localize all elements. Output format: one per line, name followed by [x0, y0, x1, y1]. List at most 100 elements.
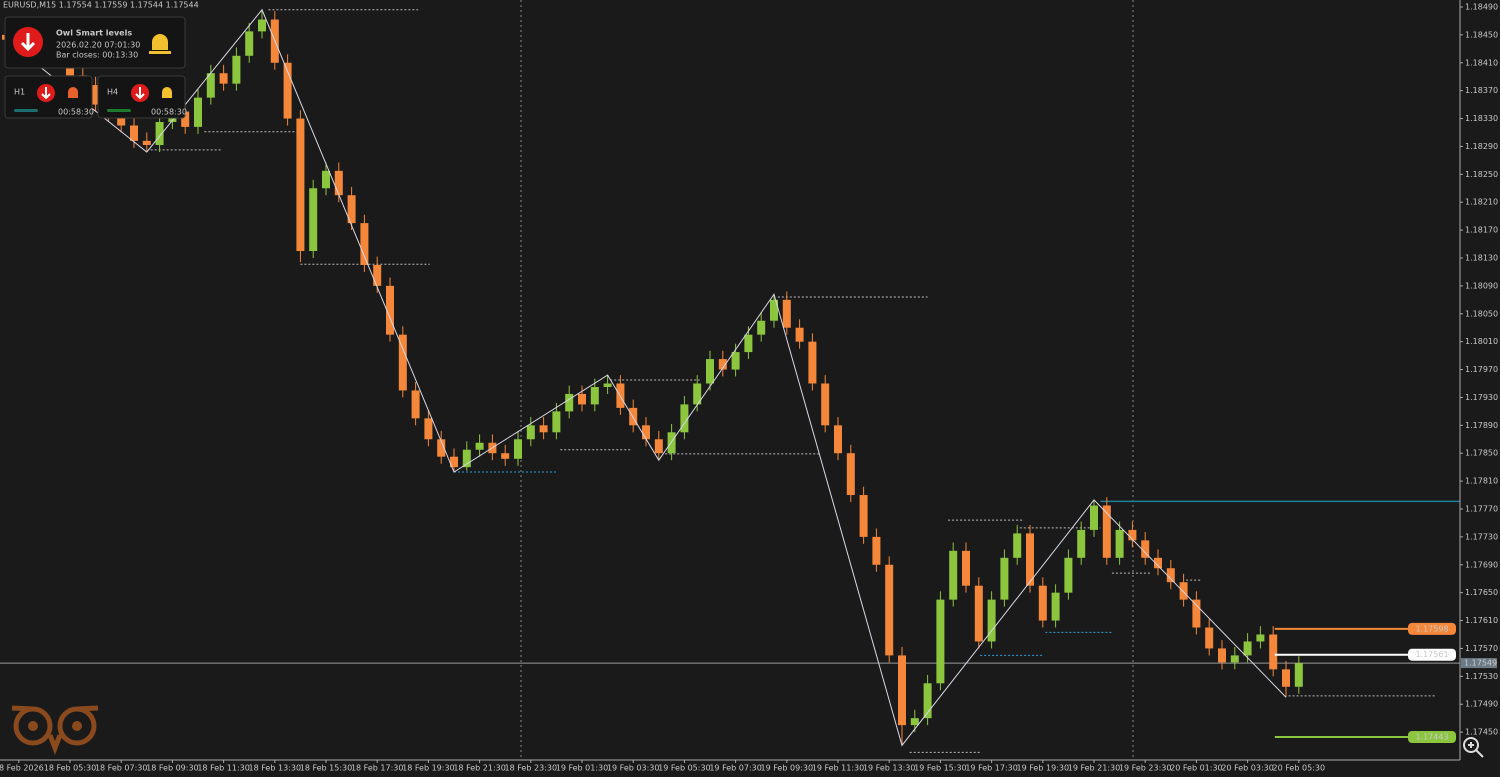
x-tick-label: 18 Feb 2026	[0, 764, 44, 773]
x-tick-label: 18 Feb 11:30	[197, 764, 249, 773]
candle-body	[283, 62, 292, 119]
candle-body	[565, 393, 574, 412]
owl-widget[interactable]: Owl Smart levels 2026.02.20 07:01:30 Bar…	[4, 16, 187, 119]
y-tick-label: 1.17930	[1465, 393, 1498, 402]
candle-body	[142, 140, 151, 146]
y-tick-label: 1.17770	[1465, 504, 1498, 513]
candle-body	[258, 19, 266, 32]
zoom-icon[interactable]	[1463, 737, 1484, 758]
y-tick-label: 1.18330	[1465, 114, 1498, 123]
candle-body	[629, 407, 638, 426]
x-tick-label: 18 Feb 13:30	[249, 764, 301, 773]
candle-body	[1141, 540, 1150, 558]
candle-body	[872, 536, 881, 565]
candle-body	[386, 285, 394, 335]
candle-body	[219, 73, 228, 84]
candle-body	[731, 352, 740, 370]
candle-body	[398, 334, 407, 391]
candle-body	[578, 393, 586, 405]
widget-bar-closes: Bar closes: 00:13:30	[56, 51, 138, 60]
candle-body	[718, 359, 727, 370]
candle-body	[1192, 599, 1201, 628]
candle-body	[1282, 669, 1290, 687]
candle-body	[1230, 655, 1239, 663]
y-tick-label: 1.17490	[1465, 700, 1498, 709]
candle-body	[552, 411, 561, 433]
x-tick-label: 19 Feb 17:30	[965, 764, 1017, 773]
candle-body	[155, 122, 164, 146]
progress-bar	[14, 109, 38, 112]
alert-bell[interactable]	[149, 34, 171, 54]
x-tick-label: 18 Feb 19:30	[402, 764, 454, 773]
candle-body	[706, 359, 714, 384]
candle-body	[322, 170, 330, 189]
candle-body	[1205, 627, 1214, 649]
x-tick-label: 19 Feb 13:30	[863, 764, 915, 773]
candle-body	[757, 320, 766, 335]
candle-body	[309, 188, 318, 252]
y-tick-label: 1.18290	[1465, 142, 1498, 151]
down-arrow	[20, 33, 36, 52]
candle-body	[642, 425, 650, 440]
x-tick-label: 19 Feb 15:30	[914, 764, 966, 773]
candle-body	[117, 114, 126, 126]
zigzag-line	[5, 8, 1287, 747]
y-tick-label: 1.18450	[1465, 30, 1498, 39]
candle-body	[1294, 663, 1303, 687]
y-tick-label: 1.18250	[1465, 170, 1498, 179]
candle-body	[194, 97, 202, 127]
candle-body	[693, 383, 702, 405]
alert-bell[interactable]	[162, 87, 172, 98]
candle-body	[539, 425, 548, 433]
candle-body	[782, 299, 791, 328]
candle-body	[936, 599, 945, 684]
y-tick-label: 1.17730	[1465, 532, 1498, 541]
candle-body	[821, 383, 830, 426]
y-tick-label: 1.17530	[1465, 672, 1498, 681]
candle-body	[1128, 529, 1137, 541]
price-tag-box	[1408, 730, 1456, 743]
candle-body	[667, 432, 676, 454]
y-tick-label: 1.17690	[1465, 560, 1498, 569]
candle-body	[1051, 592, 1060, 621]
widget-panel	[4, 16, 186, 69]
y-tick-label: 1.18010	[1465, 337, 1498, 346]
candle-body	[462, 449, 471, 468]
x-tick-label: 18 Feb 07:30	[95, 764, 147, 773]
candle-body	[1077, 529, 1086, 558]
candle-body	[898, 655, 906, 726]
price-tag-label: 1.17598	[1415, 624, 1448, 633]
candle-body	[1102, 505, 1111, 558]
y-tick-label: 1.17450	[1465, 728, 1498, 737]
frame-label: H4	[107, 88, 118, 97]
frame-timer: 00:58:30	[58, 108, 94, 117]
y-tick-label: 1.18130	[1465, 253, 1498, 262]
candle-body	[245, 31, 254, 56]
candle-body	[1243, 641, 1252, 656]
frame-label: H1	[14, 88, 25, 97]
y-tick-label: 1.17970	[1465, 365, 1498, 374]
candle-body	[808, 341, 817, 384]
y-tick-label: 1.17650	[1465, 588, 1498, 597]
candle-body	[744, 334, 753, 353]
zoom-lens	[1463, 737, 1479, 753]
frame-timer: 00:58:30	[151, 108, 187, 117]
candle-body	[1064, 557, 1073, 593]
widget-time: 2026.02.20 07:01:30	[56, 41, 140, 50]
x-tick-label: 19 Feb 05:30	[658, 764, 710, 773]
zoom-handle	[1468, 742, 1484, 758]
candle-body	[206, 73, 215, 98]
candle-body	[795, 327, 804, 342]
alert-bell[interactable]	[68, 87, 78, 98]
current-price-label: 1.17549	[1464, 659, 1497, 668]
x-tick-label: 19 Feb 09:30	[761, 764, 813, 773]
owl-brow	[11, 705, 99, 755]
candle-body	[360, 223, 369, 265]
x-tick-label: 18 Feb 09:30	[146, 764, 198, 773]
candle-body	[974, 585, 983, 642]
candle-body	[910, 718, 919, 726]
price-tag-box	[1408, 648, 1456, 661]
candle-body	[347, 195, 356, 224]
y-tick-label: 1.17610	[1465, 616, 1498, 625]
candle-body	[1166, 568, 1175, 583]
